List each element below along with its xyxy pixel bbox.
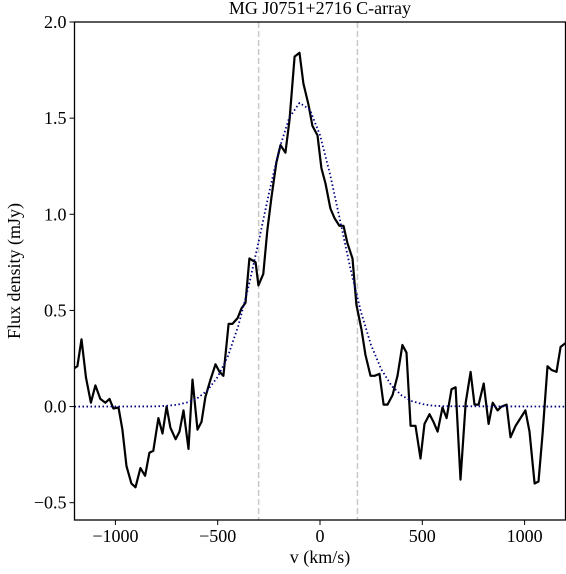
x-tick-label: 500	[409, 526, 436, 546]
x-tick-label: −500	[199, 526, 236, 546]
x-axis-label: v (km/s)	[290, 547, 351, 568]
x-tick-label: 0	[316, 526, 325, 546]
fit-line	[74, 102, 566, 408]
x-tick-label: −1000	[92, 526, 138, 546]
chart-title: MG J0751+2716 C-array	[229, 0, 411, 18]
y-axis-label: Flux density (mJy)	[4, 203, 25, 339]
y-tick-label: 1.5	[44, 108, 67, 128]
x-tick-label: 1000	[507, 526, 543, 546]
y-tick-label: 2.0	[44, 12, 67, 32]
data-line	[73, 51, 566, 489]
y-tick-label: 0.0	[44, 397, 67, 417]
y-tick-label: −0.5	[34, 493, 67, 513]
y-tick-label: 1.0	[44, 204, 67, 224]
plot-frame	[73, 21, 566, 521]
y-tick-label: 0.5	[44, 300, 67, 320]
